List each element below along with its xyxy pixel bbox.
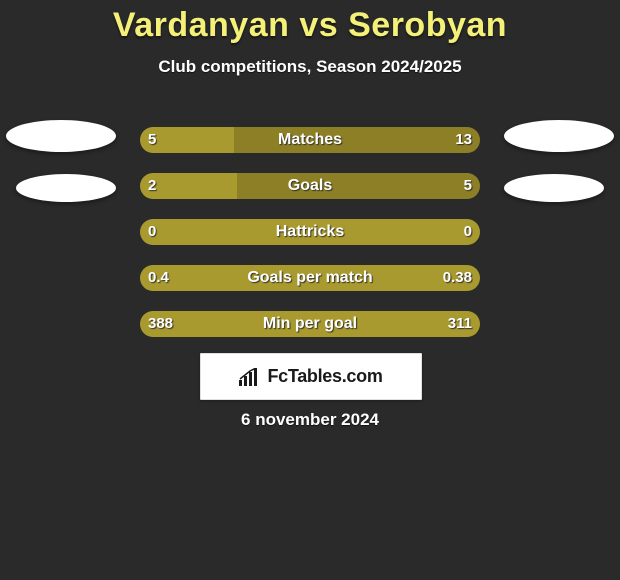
bar-right bbox=[237, 173, 480, 199]
bar-left bbox=[140, 265, 480, 291]
bar-track bbox=[140, 127, 480, 153]
chart-row: 5 Matches 13 bbox=[0, 117, 620, 163]
chart-row: 0 Hattricks 0 bbox=[0, 209, 620, 255]
chart-row: 388 Min per goal 311 bbox=[0, 301, 620, 347]
badge-text: FcTables.com bbox=[267, 366, 382, 387]
bar-left bbox=[140, 127, 234, 153]
page-subtitle: Club competitions, Season 2024/2025 bbox=[0, 57, 620, 77]
bar-track bbox=[140, 219, 480, 245]
bar-track bbox=[140, 265, 480, 291]
page-title: Vardanyan vs Serobyan bbox=[0, 0, 620, 45]
bar-track bbox=[140, 311, 480, 337]
bar-left bbox=[140, 311, 480, 337]
comparison-page: Vardanyan vs Serobyan Club competitions,… bbox=[0, 0, 620, 580]
bar-track bbox=[140, 173, 480, 199]
bar-left bbox=[140, 219, 480, 245]
chart-row: 2 Goals 5 bbox=[0, 163, 620, 209]
bar-right bbox=[234, 127, 480, 153]
fctables-badge[interactable]: FcTables.com bbox=[200, 353, 422, 400]
bar-left bbox=[140, 173, 237, 199]
chart-bars-icon bbox=[239, 368, 261, 386]
chart-row: 0.4 Goals per match 0.38 bbox=[0, 255, 620, 301]
comparison-chart: 5 Matches 13 2 Goals 5 0 Hattricks 0 bbox=[0, 117, 620, 347]
infographic-date: 6 november 2024 bbox=[0, 410, 620, 430]
